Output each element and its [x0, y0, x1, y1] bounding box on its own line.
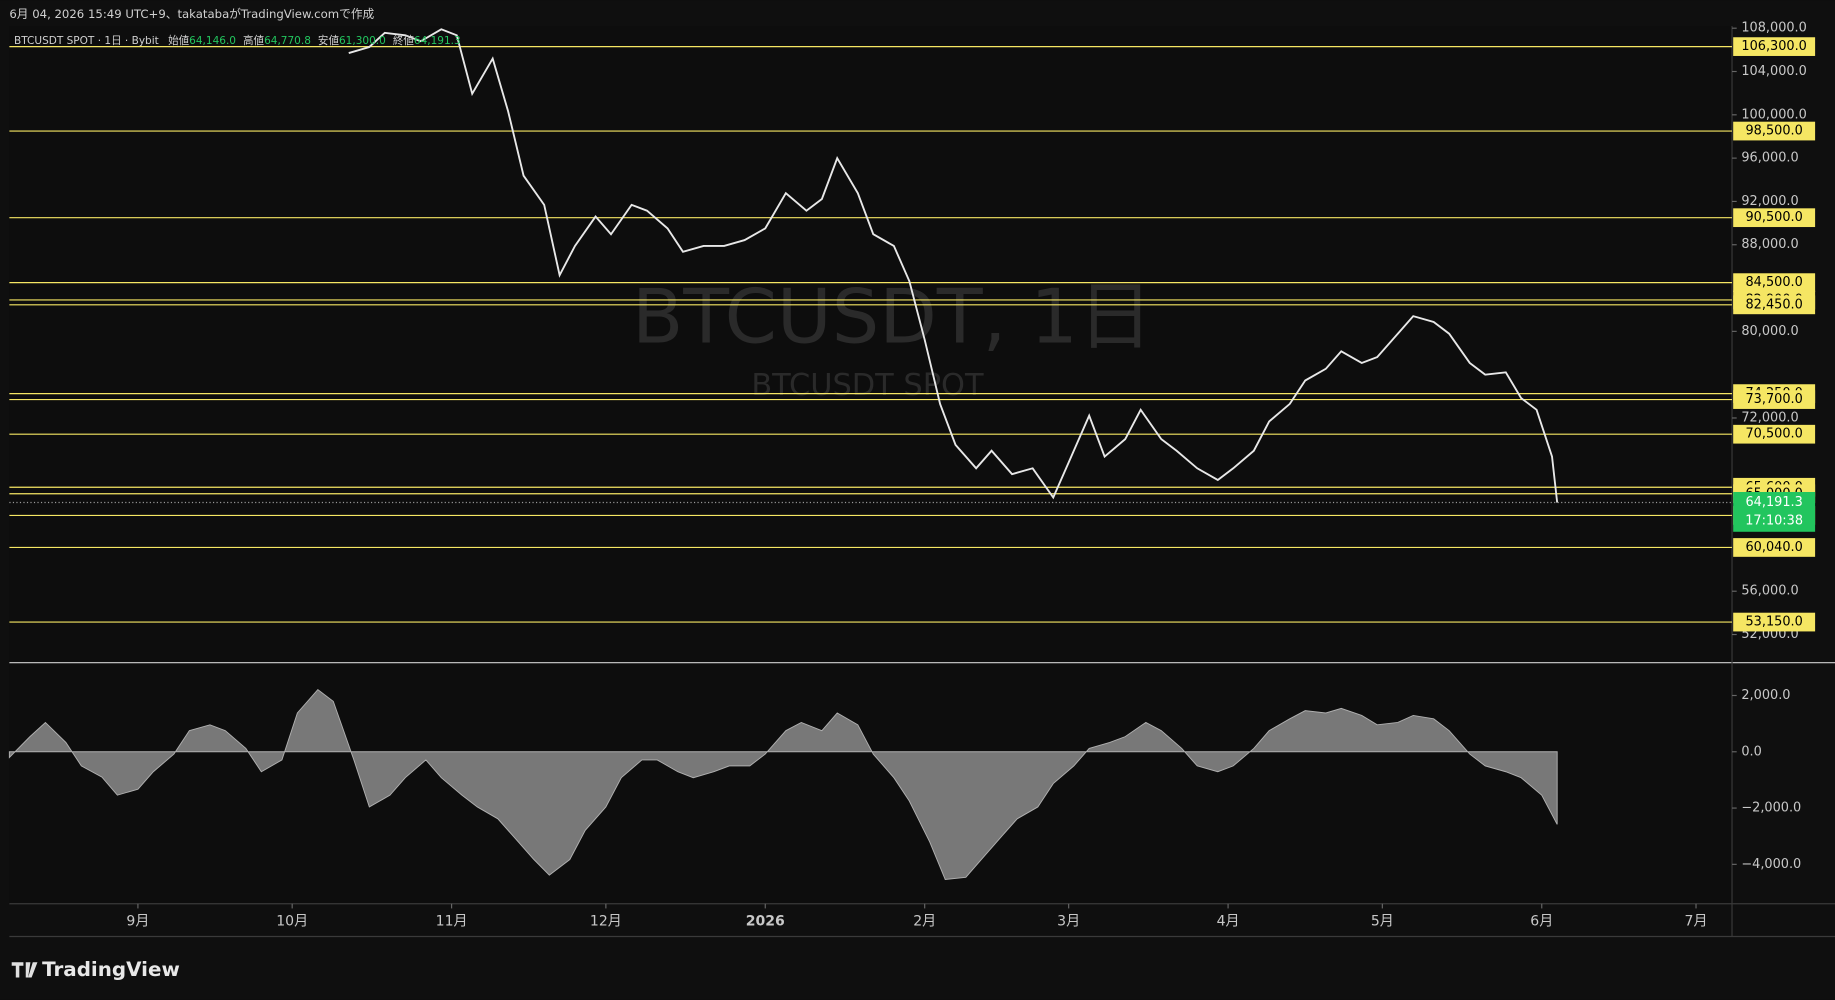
- ohlc-value: 64,191.3: [414, 35, 461, 47]
- level-label-box: [1733, 273, 1816, 293]
- plot-background: [9, 26, 1733, 904]
- x-tick-label: 3月: [1057, 913, 1080, 929]
- level-label: 73,700.0: [1746, 392, 1803, 407]
- oscillator-area: [8, 688, 1558, 881]
- y-tick-label: −4,000.0: [1741, 857, 1801, 872]
- ohlc-name: 終値: [393, 34, 415, 47]
- level-label-box: [1733, 295, 1816, 315]
- level-label: 98,500.0: [1746, 124, 1803, 139]
- ohlc-name: 始値: [168, 34, 190, 47]
- level-label: 84,500.0: [1746, 275, 1803, 290]
- x-tick-label: 6月: [1530, 913, 1553, 929]
- y-tick-label: 2,000.0: [1741, 688, 1790, 703]
- level-label: 60,040.0: [1746, 540, 1803, 555]
- y-tick-label: 100,000.0: [1741, 107, 1806, 122]
- y-tick-label: 96,000.0: [1741, 151, 1798, 166]
- last-price-box: [1733, 491, 1816, 532]
- countdown-label: 17:10:38: [1745, 514, 1803, 529]
- ohlc-value: 61,300.0: [339, 35, 386, 47]
- brand-name: TradingView: [42, 958, 180, 981]
- ohlc-name: 高値: [243, 34, 265, 47]
- y-tick-label: 104,000.0: [1741, 64, 1806, 79]
- ohlc-name: 安値: [318, 34, 340, 47]
- y-tick-label: 0.0: [1741, 744, 1761, 759]
- last-price-label: 64,191.3: [1746, 495, 1803, 510]
- x-tick-label: 4月: [1217, 913, 1240, 929]
- pane-1: 2,000.0 0.0 −2,000.0 −4,000.0 9月 10月 11月 12月 202…: [8, 688, 1801, 929]
- level-label-box: [1733, 37, 1816, 56]
- level-label-box: [1733, 612, 1816, 632]
- y-tick-label: 80,000.0: [1741, 324, 1798, 339]
- y-tick-label: 92,000.0: [1741, 194, 1798, 209]
- x-tick-label: 7月: [1685, 913, 1708, 929]
- brand-logo: [11, 962, 38, 978]
- level-label: 53,150.0: [1746, 615, 1803, 630]
- y-tick-label: 108,000.0: [1741, 21, 1806, 36]
- y-tick-label: 56,000.0: [1741, 584, 1798, 599]
- y-tick-label: 72,000.0: [1741, 410, 1798, 425]
- level-label-box: [1733, 208, 1816, 228]
- x-tick-label: 5月: [1371, 913, 1394, 929]
- level-label: 70,500.0: [1746, 427, 1803, 442]
- brand: TradingView: [11, 958, 180, 981]
- watermark: BTCUSDT, 1日: [632, 273, 1153, 361]
- x-tick-label: 2026: [746, 913, 785, 929]
- level-label-box: [1733, 538, 1816, 557]
- watermark-sub: BTCUSDT SPOT: [751, 368, 984, 403]
- header-text: 6月 04, 2026 15:49 UTC+9、takatabaがTrading…: [9, 7, 374, 21]
- level-label-box: [1733, 424, 1816, 444]
- level-label: 106,300.0: [1741, 39, 1806, 54]
- x-tick-label: 12月: [590, 913, 622, 929]
- price-line: [348, 28, 1559, 503]
- level-label-box: [1733, 390, 1816, 409]
- y-tick-label: −2,000.0: [1741, 801, 1801, 816]
- x-tick-label: 11月: [436, 913, 468, 929]
- level-label-box: [1733, 121, 1816, 141]
- level-label: 90,500.0: [1746, 210, 1803, 225]
- x-tick-label: 2月: [913, 913, 936, 929]
- ohlc-value: 64,146.0: [189, 35, 236, 47]
- pane-0: 108,000.0 104,000.0 100,000.0 96,000.0 92,00…: [9, 21, 1816, 642]
- level-label: 82,450.0: [1746, 297, 1803, 312]
- x-tick-label: 9月: [126, 913, 149, 929]
- ohlc-value: 64,770.8: [264, 35, 311, 47]
- symbol-info: BTCUSDT SPOT · 1日 · Bybit: [14, 35, 159, 47]
- x-tick-label: 10月: [276, 913, 308, 929]
- y-tick-label: 88,000.0: [1741, 237, 1798, 252]
